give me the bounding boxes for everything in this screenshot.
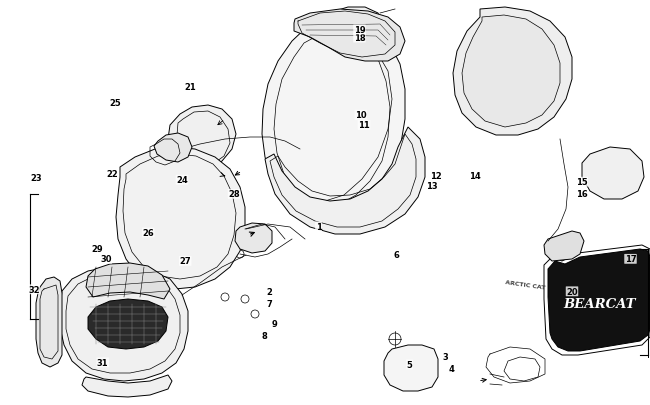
Text: 8: 8	[262, 332, 267, 341]
Text: 21: 21	[185, 83, 196, 92]
Text: 25: 25	[110, 99, 122, 108]
Text: 18: 18	[354, 34, 365, 43]
Text: 14: 14	[469, 172, 480, 181]
Polygon shape	[262, 20, 405, 224]
Text: 26: 26	[142, 228, 154, 237]
Polygon shape	[36, 277, 62, 367]
Text: 9: 9	[272, 320, 277, 328]
Text: 28: 28	[228, 190, 240, 199]
Polygon shape	[544, 231, 584, 261]
Text: 27: 27	[179, 257, 191, 266]
Text: 19: 19	[354, 26, 365, 35]
Text: 7: 7	[267, 299, 272, 308]
Ellipse shape	[603, 164, 629, 185]
Text: 30: 30	[100, 255, 112, 264]
Text: 1: 1	[315, 222, 322, 231]
Text: 13: 13	[426, 182, 438, 191]
Polygon shape	[88, 299, 168, 349]
Text: ARCTIC CAT: ARCTIC CAT	[504, 279, 545, 290]
Polygon shape	[265, 128, 425, 234]
Text: 12: 12	[430, 172, 441, 181]
Text: 17: 17	[625, 255, 636, 264]
Text: 22: 22	[106, 170, 118, 179]
Polygon shape	[330, 8, 382, 52]
Polygon shape	[294, 10, 405, 62]
Text: 24: 24	[176, 176, 188, 185]
Text: 31: 31	[97, 358, 109, 367]
Text: 29: 29	[92, 245, 103, 254]
Polygon shape	[154, 134, 192, 162]
Text: 16: 16	[576, 189, 588, 198]
Text: 4: 4	[448, 364, 455, 373]
Polygon shape	[168, 106, 236, 172]
Text: 6: 6	[393, 251, 400, 260]
Polygon shape	[82, 375, 172, 397]
Polygon shape	[453, 8, 572, 136]
Text: 23: 23	[30, 174, 42, 183]
Polygon shape	[462, 16, 560, 128]
Text: 20: 20	[566, 287, 578, 296]
Text: BEARCAT: BEARCAT	[564, 298, 636, 311]
Text: 2: 2	[266, 287, 273, 296]
Polygon shape	[548, 249, 650, 351]
Polygon shape	[132, 179, 182, 228]
Text: 5: 5	[406, 360, 413, 369]
Polygon shape	[384, 345, 438, 391]
Text: 3: 3	[443, 352, 448, 361]
Text: 15: 15	[576, 178, 588, 187]
Polygon shape	[235, 224, 272, 254]
Polygon shape	[582, 148, 644, 200]
Text: 11: 11	[358, 121, 370, 130]
Polygon shape	[60, 267, 188, 381]
Text: 32: 32	[28, 285, 40, 294]
Polygon shape	[116, 148, 245, 289]
Polygon shape	[86, 263, 170, 299]
Text: 10: 10	[355, 111, 367, 120]
